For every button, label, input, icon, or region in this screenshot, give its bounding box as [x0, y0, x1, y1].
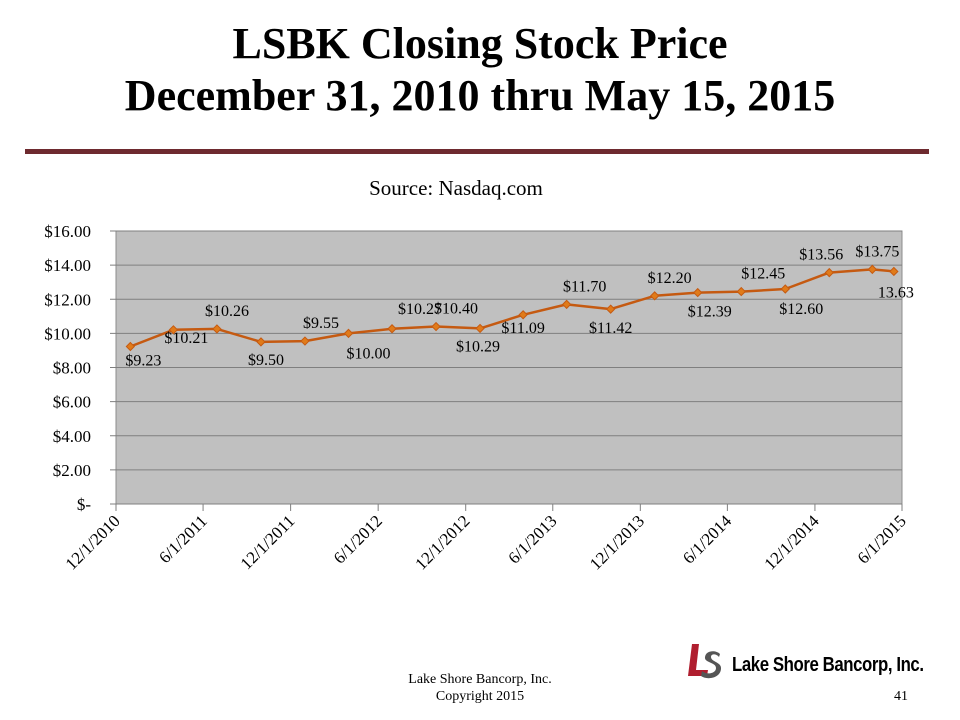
data-label: $10.00 — [346, 345, 390, 362]
data-label: 13.63 — [878, 284, 914, 301]
footer-copyright: Copyright 2015 — [435, 689, 525, 704]
data-label: $9.50 — [248, 352, 284, 369]
y-tick-label: $16.00 — [44, 222, 91, 241]
data-point — [212, 324, 222, 334]
y-tick-label: $4.00 — [53, 427, 91, 446]
data-point — [387, 324, 397, 334]
y-tick-label: $14.00 — [44, 256, 91, 275]
x-tick-label: 12/1/2013 — [586, 511, 648, 573]
title-line-2: December 31, 2010 thru May 15, 2015 — [124, 71, 836, 120]
data-point — [780, 284, 790, 294]
title-divider — [25, 149, 929, 154]
y-tick-label: $6.00 — [53, 393, 91, 412]
data-point — [475, 323, 485, 334]
y-tick-label: $2.00 — [53, 461, 91, 480]
footer: Lake Shore Bancorp, Inc. Copyright 2015 — [330, 671, 630, 705]
title-line-1: LSBK Closing Stock Price — [232, 19, 728, 68]
data-label: $13.75 — [855, 243, 899, 260]
footer-company: Lake Shore Bancorp, Inc. — [408, 672, 552, 687]
data-point — [824, 267, 834, 278]
data-point — [518, 310, 528, 320]
y-tick-label: $10.00 — [44, 324, 91, 343]
data-point — [867, 264, 878, 275]
data-label: $12.39 — [688, 304, 732, 321]
data-point — [125, 341, 136, 352]
x-tick-label: 6/1/2013 — [504, 511, 560, 567]
x-tick-label: 12/1/2010 — [62, 511, 124, 573]
data-point — [736, 286, 746, 297]
data-point — [889, 266, 899, 277]
data-point — [300, 336, 310, 346]
data-label: $11.09 — [501, 320, 544, 337]
x-tick-label: 12/1/2012 — [411, 511, 473, 573]
data-label: $11.42 — [589, 320, 632, 337]
x-tick-label: 6/1/2014 — [679, 511, 736, 568]
y-tick-label: $12.00 — [44, 290, 91, 309]
logo-text: Lake Shore Bancorp, Inc. — [732, 654, 924, 676]
data-label: $10.27 — [398, 301, 442, 318]
data-label: $9.23 — [125, 353, 161, 370]
data-point — [431, 321, 441, 332]
x-tick-label: 12/1/2014 — [761, 511, 824, 574]
y-tick-label: $8.00 — [53, 359, 91, 378]
data-point — [343, 328, 354, 339]
slide-title: LSBK Closing Stock Price December 31, 20… — [0, 18, 960, 122]
y-tick-label: $- — [77, 495, 92, 514]
data-label: $10.40 — [434, 301, 478, 318]
data-label: $12.60 — [779, 301, 823, 318]
data-label: $10.26 — [205, 303, 249, 320]
chart-title: Source: Nasdaq.com — [369, 176, 543, 200]
data-point — [561, 299, 572, 310]
x-tick-label: 6/1/2015 — [854, 511, 910, 567]
data-label: $11.70 — [563, 278, 606, 295]
x-tick-label: 12/1/2011 — [237, 511, 299, 573]
page-number: 41 — [894, 689, 908, 704]
data-label: $10.21 — [164, 330, 208, 347]
company-logo: Lake Shore Bancorp, Inc. — [686, 640, 924, 684]
data-point — [649, 291, 660, 301]
data-point — [693, 287, 703, 298]
data-point — [168, 325, 179, 335]
data-label: $10.29 — [456, 338, 500, 355]
x-tick-label: 6/1/2011 — [155, 511, 211, 567]
data-label: $9.55 — [303, 315, 339, 332]
data-point — [605, 304, 616, 314]
data-label: $12.20 — [648, 270, 692, 287]
data-label: $13.56 — [799, 247, 843, 264]
ls-logo-icon — [688, 644, 722, 679]
data-label: $12.45 — [741, 266, 785, 283]
data-point — [256, 337, 266, 347]
x-tick-label: 6/1/2012 — [330, 511, 386, 567]
